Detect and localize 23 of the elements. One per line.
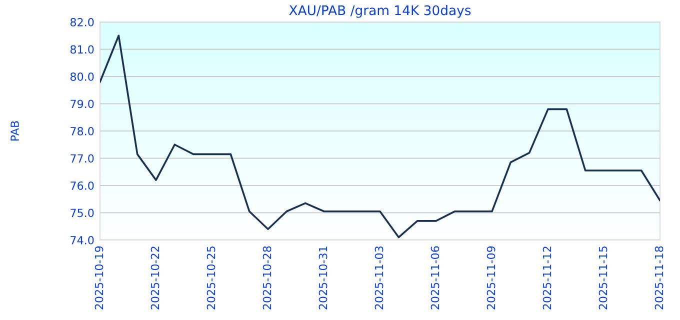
x-tick-label: 2025-10-22 — [150, 246, 160, 310]
x-tick-label: 2025-11-06 — [430, 246, 440, 310]
x-tick-label: 2025-11-12 — [542, 246, 552, 310]
x-tick-label: 2025-10-19 — [94, 246, 104, 310]
y-tick-label: 77.0 — [70, 154, 94, 163]
y-tick-label: 74.0 — [70, 236, 94, 244]
x-tick-label: 2025-11-09 — [486, 246, 496, 310]
x-tick-label: 2025-11-18 — [654, 246, 664, 310]
y-tick-label: 79.0 — [70, 100, 94, 108]
chart-title: XAU/PAB /gram 14K 30days — [289, 5, 471, 18]
x-tick-label: 2025-11-03 — [374, 246, 384, 310]
y-tick-label: 80.0 — [70, 72, 94, 81]
y-tick-label: 81.0 — [70, 45, 94, 54]
y-axis-title: PAB — [10, 121, 19, 141]
line-series — [100, 34, 660, 238]
y-tick-label: 82.0 — [70, 18, 94, 26]
x-tick-label: 2025-11-15 — [598, 246, 608, 310]
x-tick-label: 2025-10-25 — [206, 246, 216, 310]
y-tick-label: 78.0 — [70, 126, 94, 136]
x-tick-label: 2025-10-28 — [262, 246, 272, 310]
y-tick-label: 76.0 — [70, 181, 94, 190]
y-tick-label: 75.0 — [70, 208, 94, 218]
x-tick-label: 2025-10-31 — [318, 246, 328, 310]
